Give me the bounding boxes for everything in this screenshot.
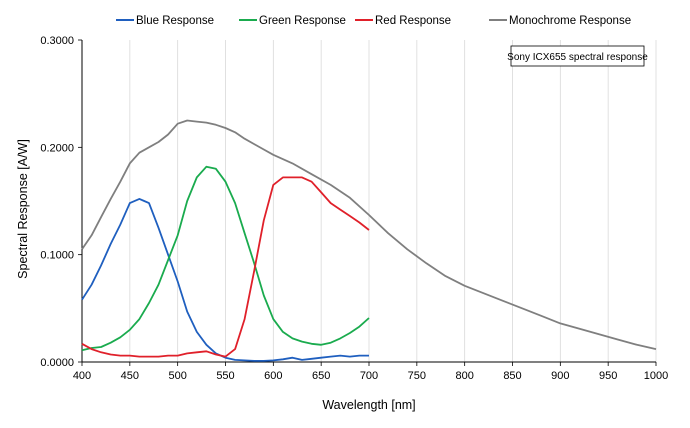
tick-labels: 400 450 500 550 600 650 700 750 800 850 900 950 1000… [40,35,668,382]
x-tick-label-950: 950 [599,370,617,382]
x-tick-label-900: 900 [551,370,569,382]
annotation-box: Sony ICX655 spectral response [507,45,648,67]
legend: Blue Response Green Response Red Response M… [116,15,631,27]
legend-item-green-response: Green Response [239,15,346,27]
x-tick-label-550: 550 [216,370,234,382]
series-line-green-response [81,165,370,352]
legend-label-blue-response: Blue Response [136,15,214,27]
series-lines [81,119,657,362]
legend-label-red-response: Red Response [375,15,451,27]
legend-label-green-response: Green Response [259,15,346,27]
y-tick-label-0.3000: 0.3000 [40,35,74,47]
grid-lines [129,40,657,362]
x-axis-title: Wavelength [nm] [322,398,415,412]
legend-item-red-response: Red Response [355,15,451,27]
x-tick-label-700: 700 [360,370,378,382]
legend-item-monochrome-response: Monochrome Response [489,15,631,27]
annotation-text: Sony ICX655 spectral response [507,52,648,63]
legend-item-blue-response: Blue Response [116,15,214,27]
y-tick-label-0.1000: 0.1000 [40,250,74,262]
x-tick-label-450: 450 [121,370,139,382]
legend-label-monochrome-response: Monochrome Response [509,15,631,27]
x-tick-label-400: 400 [73,370,91,382]
y-axis-title: Spectral Response [A/W] [16,139,30,279]
x-tick-label-750: 750 [408,370,426,382]
x-tick-label-850: 850 [503,370,521,382]
x-tick-label-500: 500 [168,370,186,382]
x-tick-label-1000: 1000 [644,370,668,382]
x-tick-label-800: 800 [455,370,473,382]
y-tick-label-0.2000: 0.2000 [40,142,74,154]
x-tick-label-600: 600 [264,370,282,382]
axes [78,39,657,366]
series-line-monochrome-response [81,119,657,350]
x-tick-label-650: 650 [312,370,330,382]
y-tick-label-0.0000: 0.0000 [40,357,74,369]
series-line-red-response [81,176,370,358]
